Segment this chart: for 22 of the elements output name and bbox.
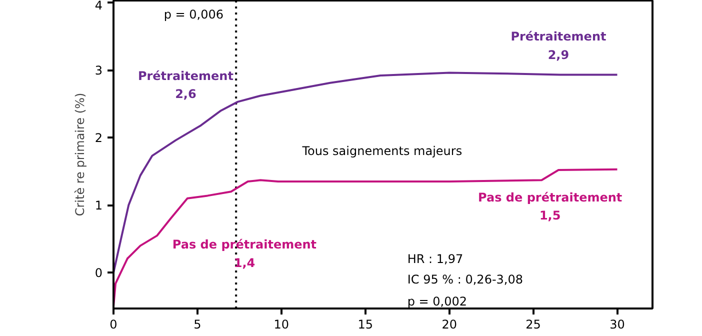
- annotation: HR : 1,97: [407, 252, 464, 266]
- y-tick-label: 1: [94, 198, 103, 213]
- annotation: Prétraitement 2,9: [510, 30, 606, 62]
- x-tick-label: 25: [526, 318, 541, 332]
- annotation: Pas de prétraitement 1,4: [172, 238, 317, 270]
- y-tick-label: 3: [94, 64, 103, 78]
- x-tick-label: 15: [358, 318, 374, 332]
- y-tick-label: 2: [94, 131, 103, 146]
- y-tick-label: 4: [94, 0, 103, 12]
- y-axis-title: Critè re primaire (%): [72, 92, 87, 216]
- x-tick-label: 30: [610, 318, 625, 332]
- x-tick-label: 10: [274, 318, 290, 332]
- x-tick-label: 5: [194, 318, 202, 332]
- annotation: p = 0,006: [164, 8, 224, 22]
- y-tick-label: 0: [94, 266, 103, 280]
- x-tick-label: 20: [442, 318, 457, 332]
- annotation: Prétraitement 2,6: [138, 68, 234, 102]
- annotation: p = 0,002: [407, 294, 468, 309]
- annotation: IC 95 % : 0,26-3,08: [407, 272, 524, 286]
- annotation: Pas de prétraitement 1,5: [478, 190, 622, 223]
- annotation: Tous saignements majeurs: [301, 144, 462, 158]
- x-tick-label: 0: [110, 318, 118, 332]
